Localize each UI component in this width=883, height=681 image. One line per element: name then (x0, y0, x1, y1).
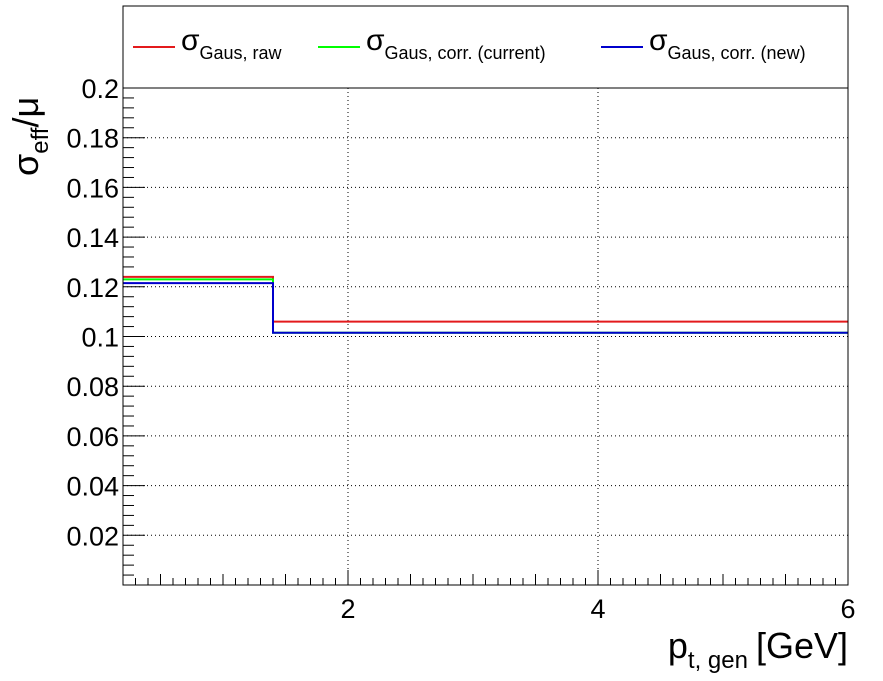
legend: σGaus, raw σGaus, corr. (current) σGaus, c… (133, 24, 806, 63)
y-tick-label: 0.16 (66, 173, 119, 203)
y-axis-title-main: σ (5, 154, 46, 176)
legend-entry-2: σGaus, corr. (current) (318, 24, 546, 63)
legend-entry-3: σGaus, corr. (new) (601, 24, 806, 63)
x-axis-title-unit: [GeV] (756, 625, 848, 666)
y-tick-label: 0.1 (81, 323, 119, 353)
y-axis-title-sub: eff (27, 127, 54, 154)
legend-label: σGaus, corr. (current) (366, 24, 546, 63)
x-tick-label: 2 (340, 594, 355, 624)
series-line-3 (123, 282, 848, 334)
svg-text:σeff/μ: σeff/μ (5, 97, 54, 176)
y-tick-label: 0.02 (66, 521, 119, 551)
y-tick-label: 0.18 (66, 124, 119, 154)
y-tick-label: 0.12 (66, 273, 119, 303)
y-tick-labels: 0.02 0.04 0.06 0.08 0.1 0.12 0.14 0.16 0.18 0.2 (66, 74, 119, 551)
y-tick-label: 0.14 (66, 223, 119, 253)
x-axis-title-sub: t, gen (688, 647, 748, 674)
x-tick-labels: 2 4 6 (340, 594, 855, 624)
x-tick-label: 6 (840, 594, 855, 624)
grid (123, 88, 848, 585)
x-axis-title: pt, gen [GeV] (668, 625, 848, 674)
y-axis-title-rest: /μ (5, 97, 46, 128)
y-tick-label: 0.04 (66, 472, 119, 502)
y-tick-label: 0.06 (66, 422, 119, 452)
legend-label: σGaus, raw (181, 24, 283, 63)
legend-label: σGaus, corr. (new) (649, 24, 806, 63)
series-group (123, 275, 848, 334)
plot-frame (122, 87, 849, 586)
x-tick-label: 4 (590, 594, 605, 624)
y-tick-label: 0.2 (81, 74, 119, 104)
y-tick-label: 0.08 (66, 372, 119, 402)
x-axis-title-main: p (668, 625, 688, 666)
y-axis-title: σeff/μ (5, 97, 54, 176)
legend-entry-1: σGaus, raw (133, 24, 283, 63)
legend-box (122, 5, 849, 89)
